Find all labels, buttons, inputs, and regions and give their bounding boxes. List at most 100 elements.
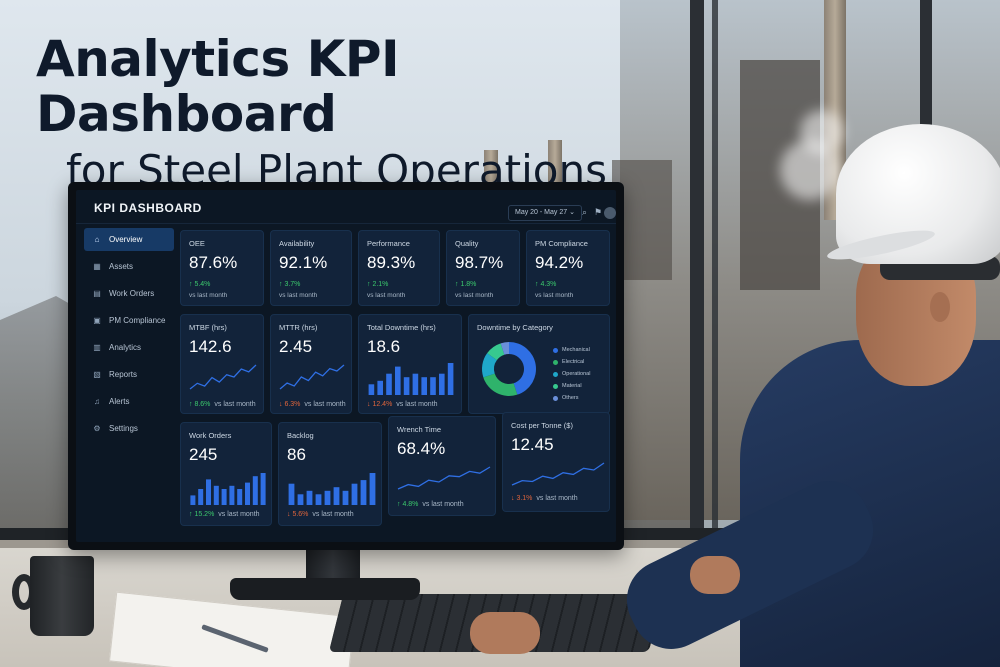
legend-swatch [553,384,558,389]
kpi-card-wrench-time[interactable]: Wrench Time 68.4% ↑ 4.8% vs last month [388,416,496,516]
kpi-value: 18.6 [367,337,401,356]
sidebar-item-label: PM Compliance [109,316,166,325]
work-orders-bar [245,482,250,505]
sidebar-item-pm-compliance[interactable]: ▣ PM Compliance [84,309,174,332]
kpi-value: 86 [287,445,306,464]
assets-icon: ▦ [93,262,101,271]
worker-ear [930,292,950,322]
window-mullion [690,0,704,560]
kpi-card-quality[interactable]: Quality 98.7% ↑ 1.8% vs last month [446,230,520,306]
kpi-label: Performance [367,239,410,248]
report-icon: ▧ [93,370,101,379]
legend-label: Operational [562,371,591,377]
headline-title: Analytics KPI Dashboard [36,30,400,143]
worker-hand-on-keyboard [470,612,540,654]
kpi-delta: ↑ 3.7% [279,281,301,288]
legend-swatch [553,360,558,365]
kpi-comparison: vs last month [312,511,354,518]
backlog-bar [342,490,349,505]
kpi-delta-value: ↓ 12.4% [367,401,393,408]
work-orders-bar [221,489,227,505]
sidebar-item-label: Work Orders [109,289,155,298]
kpi-value: 94.2% [535,253,584,272]
sidebar-item-label: Reports [109,370,138,379]
kpi-card-backlog[interactable]: Backlog 86 ↓ 5.6% vs last month [278,422,382,526]
downtime-bar [368,384,375,395]
sidebar-item-label: Analytics [109,343,142,352]
kpi-delta: ↑ 1.8% [455,281,477,288]
kpi-card-oee[interactable]: OEE 87.6% ↑ 5.4% vs last month [180,230,264,306]
kpi-card-mtbf[interactable]: MTBF (hrs) 142.6 ↑ 8.6% vs last month [180,314,264,414]
backlog-bar [351,483,358,505]
notification-icon[interactable]: ⚑ [594,207,603,217]
kpi-label: Quality [455,239,479,248]
kpi-value: 87.6% [189,253,238,272]
legend-label: Material [562,383,582,389]
kpi-value: 89.3% [367,253,416,272]
downtime-by-category-card[interactable]: Downtime by Category Mechanical45%Electr… [468,314,610,414]
work-orders-bar-chart [190,473,266,505]
backlog-bar [288,483,295,505]
kpi-delta: ↓ 12.4% vs last month [367,401,438,408]
kpi-value: 68.4% [397,439,446,458]
search-icon[interactable]: ⌕ [582,207,588,217]
sidebar-item-analytics[interactable]: ▥ Analytics [84,336,174,359]
sidebar-item-work-orders[interactable]: ▤ Work Orders [84,282,174,305]
sidebar-item-reports[interactable]: ▧ Reports [84,363,174,386]
kpi-label: Cost per Tonne ($) [511,421,573,430]
work-orders-bar [260,473,266,505]
calendar-icon: ▣ [93,316,101,325]
sidebar-item-label: Assets [109,262,134,271]
backlog-bar [315,494,322,505]
sidebar-item-label: Overview [109,235,143,244]
backlog-bar [297,494,304,505]
kpi-delta: ↓ 6.3% vs last month [279,401,346,408]
kpi-delta: ↑ 4.8% vs last month [397,501,464,508]
sidebar-item-assets[interactable]: ▦ Assets [84,255,174,278]
work-orders-bar [198,489,204,505]
donut-slice-operational [482,353,497,378]
kpi-delta-value: ↓ 5.6% [287,511,309,518]
monitor-stand-base [230,578,420,600]
downtime-donut-chart [482,342,536,396]
kpi-card-total-downtime[interactable]: Total Downtime (hrs) 18.6 ↓ 12.4% vs last… [358,314,462,414]
kpi-comparison: vs last month [455,292,494,299]
window-mullion [712,0,718,560]
kpi-card-mttr[interactable]: MTTR (hrs) 2.45 ↓ 6.3% vs last month [270,314,352,414]
mttr-line [279,364,345,390]
kpi-label: Backlog [287,431,314,440]
kpi-label: Availability [279,239,315,248]
date-range-label: May 20 - May 27 [515,209,568,216]
donut-slice-electrical [483,373,518,396]
sidebar-item-settings[interactable]: ⚙ Settings [84,417,174,440]
work-orders-bar [213,485,219,505]
sidebar-item-overview[interactable]: ⌂ Overview [84,228,174,251]
kpi-delta-value: ↑ 15.2% [189,511,215,518]
kpi-delta: ↓ 3.1% vs last month [511,495,578,502]
legend-label: Electrical [562,359,585,365]
sidebar-item-alerts[interactable]: ♫ Alerts [84,390,174,413]
kpi-card-pm-compliance[interactable]: PM Compliance 94.2% ↑ 4.3% vs last month [526,230,610,306]
kpi-label: PM Compliance [535,239,588,248]
kpi-comparison: vs last month [214,401,256,408]
work-orders-bar [190,495,196,505]
top-bar: KPI DASHBOARD May 20 - May 27 ⌄ ⌕ ⚑ [76,190,616,224]
sidebar-item-label: Alerts [109,397,130,406]
user-avatar[interactable] [604,207,616,219]
date-range-picker[interactable]: May 20 - May 27 ⌄ [508,205,582,221]
bell-icon: ♫ [94,397,100,406]
work-orders-bar [206,479,211,505]
kpi-card-availability[interactable]: Availability 92.1% ↑ 3.7% vs last month [270,230,352,306]
kpi-value: 142.6 [189,337,232,356]
work-orders-bar [229,485,235,505]
mtbf-line [189,364,257,390]
kpi-card-work-orders[interactable]: Work Orders 245 ↑ 15.2% vs last month [180,422,272,526]
kpi-card-performance[interactable]: Performance 89.3% ↑ 2.1% vs last month [358,230,440,306]
kpi-delta-value: ↓ 6.3% [279,401,301,408]
cost-per-tonne-line [511,462,605,486]
kpi-card-cost-per-tonne[interactable]: Cost per Tonne ($) 12.45 ↓ 3.1% vs last m… [502,412,610,512]
kpi-delta: ↑ 2.1% [367,281,389,288]
coffee-mug [30,556,94,636]
backlog-bar [369,473,376,505]
legend-swatch [553,348,558,353]
